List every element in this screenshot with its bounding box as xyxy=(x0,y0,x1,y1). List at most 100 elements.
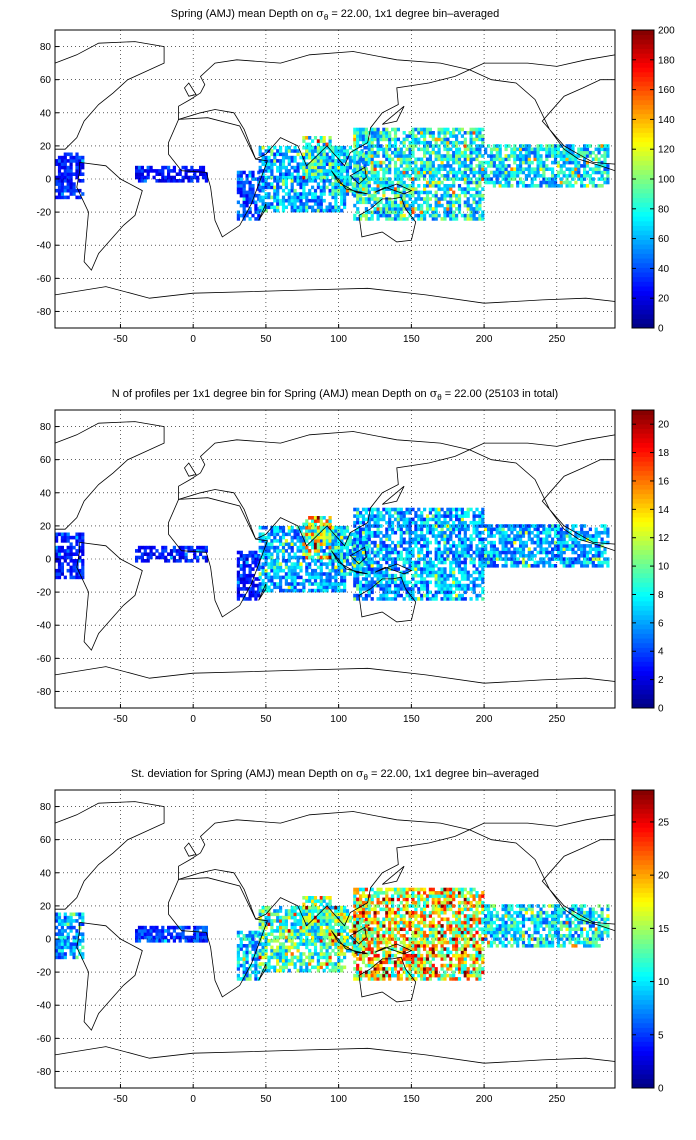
data-bin xyxy=(434,197,438,201)
data-bin xyxy=(137,929,142,933)
data-bin xyxy=(591,150,595,155)
data-bin xyxy=(322,145,326,150)
data-bin xyxy=(402,547,406,551)
data-bin xyxy=(521,534,526,538)
data-bin xyxy=(376,514,380,518)
data-bin xyxy=(551,564,555,568)
data-bin xyxy=(425,131,430,135)
data-bin xyxy=(379,573,383,578)
data-bin xyxy=(542,180,546,185)
data-bin xyxy=(325,172,329,176)
data-bin xyxy=(57,545,62,550)
data-bin xyxy=(276,585,280,590)
data-bin xyxy=(279,152,283,157)
data-bin xyxy=(425,180,430,185)
colorbar-swatch xyxy=(632,559,654,565)
data-bin xyxy=(251,193,255,198)
data-bin xyxy=(478,573,482,578)
data-bin xyxy=(254,583,258,588)
data-bin xyxy=(588,150,592,155)
data-bin xyxy=(463,544,467,548)
data-bin xyxy=(545,150,549,155)
data-bin xyxy=(258,198,262,203)
colorbar-swatch xyxy=(632,81,654,87)
data-bin xyxy=(273,572,277,576)
data-bin xyxy=(481,573,485,578)
data-bin xyxy=(513,537,517,542)
data-bin xyxy=(469,544,473,548)
data-bin xyxy=(399,147,403,152)
data-bin xyxy=(322,172,326,176)
data-bin xyxy=(343,155,347,160)
data-bin xyxy=(414,213,418,218)
coastline xyxy=(382,485,405,505)
data-bin xyxy=(507,550,511,555)
data-bin xyxy=(524,530,528,535)
data-bin xyxy=(316,539,320,543)
data-bin xyxy=(356,540,360,545)
data-bin xyxy=(376,507,380,512)
data-bin xyxy=(81,549,85,553)
data-bin xyxy=(258,159,262,163)
data-bin xyxy=(55,159,59,163)
data-bin xyxy=(248,550,252,555)
data-bin xyxy=(316,588,320,593)
data-bin xyxy=(457,537,462,542)
data-bin xyxy=(322,572,326,576)
data-bin xyxy=(440,590,444,595)
data-bin xyxy=(565,174,569,178)
data-bin xyxy=(376,210,380,215)
data-bin xyxy=(382,587,386,591)
data-bin xyxy=(466,144,470,148)
data-bin xyxy=(69,549,73,553)
data-bin xyxy=(562,560,566,565)
data-bin xyxy=(348,552,352,556)
data-bin xyxy=(399,203,403,208)
data-bin xyxy=(281,552,286,556)
data-bin xyxy=(242,580,246,585)
colorbar-swatch xyxy=(632,286,654,292)
data-bin xyxy=(408,530,412,535)
data-bin xyxy=(370,177,374,181)
colorbar-swatch xyxy=(632,118,654,124)
colorbar-swatch xyxy=(632,113,654,119)
data-bin xyxy=(313,588,318,593)
data-bin xyxy=(521,564,526,568)
data-bin xyxy=(267,555,271,560)
data-bin xyxy=(328,525,332,530)
data-bin xyxy=(356,580,360,585)
data-bin xyxy=(319,516,323,520)
data-bin xyxy=(466,154,470,158)
data-bin xyxy=(388,154,392,158)
data-bin xyxy=(359,527,363,532)
data-bin xyxy=(311,198,315,203)
data-bin xyxy=(55,549,59,553)
data-bin xyxy=(239,564,243,568)
colorbar-swatch xyxy=(632,211,654,217)
data-bin xyxy=(588,550,592,555)
data-bin xyxy=(460,524,464,528)
data-bin xyxy=(417,534,421,538)
colorbar-swatch xyxy=(632,670,654,676)
data-bin xyxy=(571,557,575,561)
data-bin xyxy=(472,137,476,142)
data-bin xyxy=(296,545,300,550)
data-bin xyxy=(583,160,587,165)
data-bin xyxy=(440,577,444,581)
data-bin xyxy=(287,172,291,176)
data-bin xyxy=(533,540,537,545)
data-bin xyxy=(316,545,320,550)
data-bin xyxy=(287,192,291,196)
data-bin xyxy=(264,155,268,160)
data-bin xyxy=(313,539,318,543)
data-bin xyxy=(60,955,64,960)
data-bin xyxy=(452,134,456,138)
data-bin xyxy=(455,134,459,138)
data-bin xyxy=(414,544,418,548)
data-bin xyxy=(254,207,258,211)
data-bin xyxy=(443,187,447,191)
colorbar-swatch xyxy=(632,470,654,476)
data-bin xyxy=(516,530,520,535)
data-bin xyxy=(452,200,456,205)
data-bin xyxy=(361,587,366,591)
